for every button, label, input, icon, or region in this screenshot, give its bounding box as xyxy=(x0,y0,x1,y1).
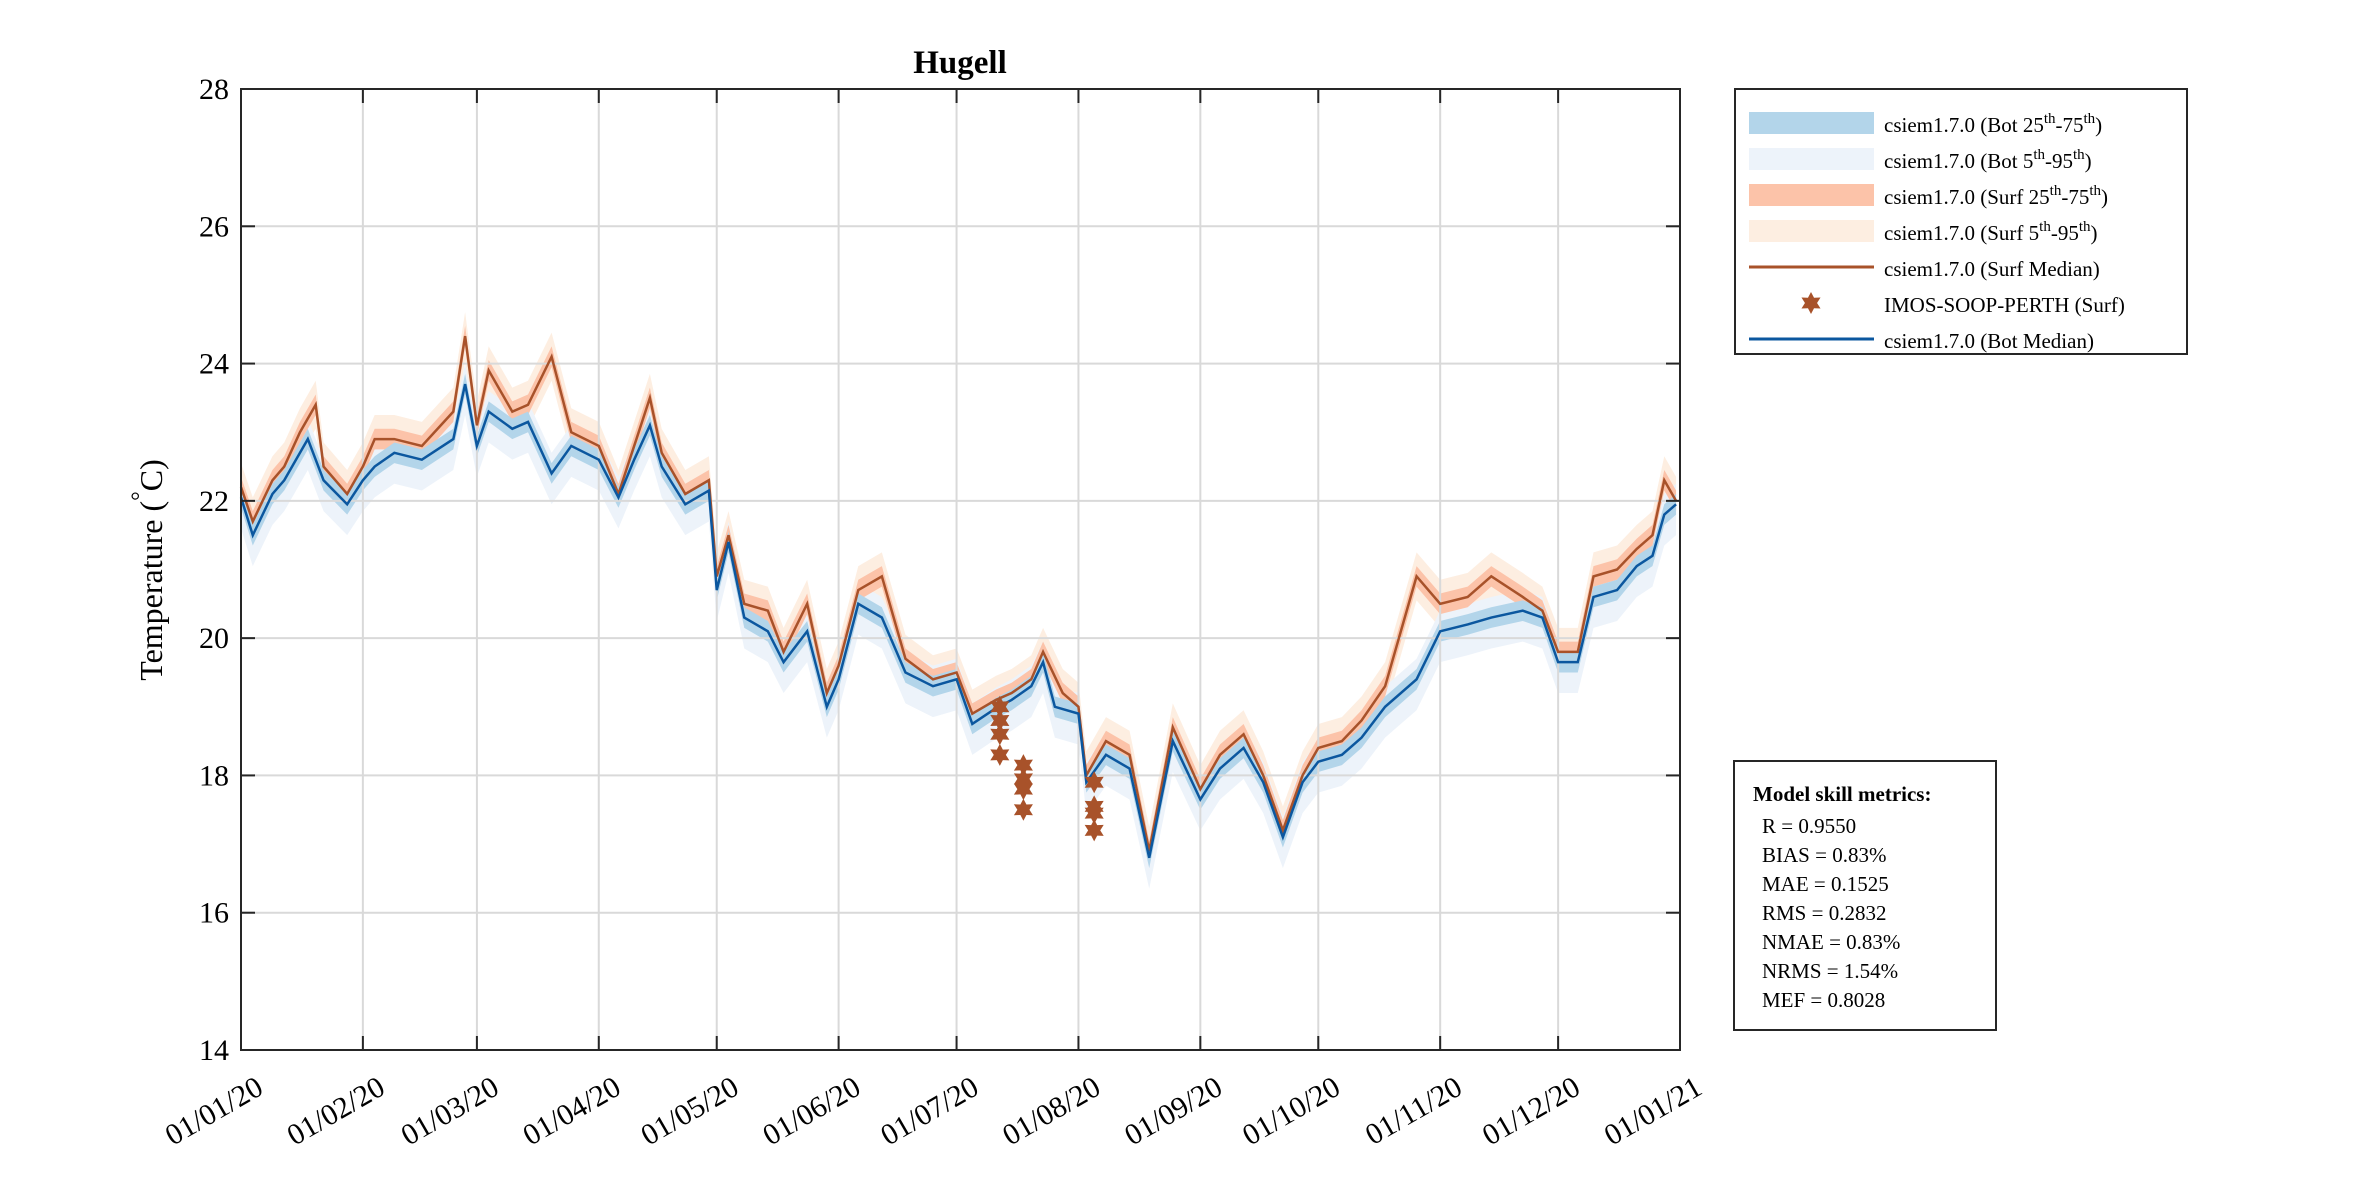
legend-star-icon xyxy=(1801,292,1821,314)
y-axis-label: Temperature (°C) xyxy=(128,459,169,680)
legend-label: csiem1.7.0 (Bot 5th-95th) xyxy=(1884,147,2092,173)
legend-label: csiem1.7.0 (Bot 25th-75th) xyxy=(1884,111,2102,137)
legend-label-part: th xyxy=(2089,183,2101,199)
legend-label-part: 5 xyxy=(2023,149,2034,173)
observation-point xyxy=(990,743,1010,766)
legend-swatch xyxy=(1749,148,1874,170)
x-tick-label: 01/04/20 xyxy=(517,1070,626,1152)
observations xyxy=(990,695,1104,842)
observation-point xyxy=(1084,771,1104,794)
legend-swatch xyxy=(1749,220,1874,242)
grid-lines xyxy=(240,88,1681,1051)
legend-label-part: csiem1.7.0 (Surf Median) xyxy=(1884,257,2100,281)
x-tick-label: 01/08/20 xyxy=(997,1070,1106,1152)
y-tick-label: 24 xyxy=(199,348,229,381)
legend-label: IMOS-SOOP-PERTH (Surf) xyxy=(1884,293,2125,317)
observation-point xyxy=(990,709,1010,732)
legend-label-part: -75 xyxy=(2056,113,2084,137)
metric-line: BIAS = 0.83% xyxy=(1762,843,1886,867)
observation-point xyxy=(1013,778,1033,801)
legend-label-part: -95 xyxy=(2045,149,2073,173)
x-tick-label: 01/01/21 xyxy=(1599,1070,1708,1152)
legend-label-part: th xyxy=(2033,147,2045,163)
metric-line: R = 0.9550 xyxy=(1762,814,1856,838)
observation-point xyxy=(990,723,1010,746)
legend-label-part: th xyxy=(2079,219,2091,235)
legend-swatch xyxy=(1749,112,1874,134)
x-tick-label: 01/01/20 xyxy=(160,1070,269,1152)
x-tick-label: 01/03/20 xyxy=(396,1070,505,1152)
surf-median-line xyxy=(239,335,1678,852)
observation-point xyxy=(1084,802,1104,825)
legend-label-part: 5 xyxy=(2029,221,2040,245)
legend-label-part: th xyxy=(2084,111,2096,127)
metric-line: MAE = 0.1525 xyxy=(1762,872,1889,896)
legend-label-part: -75 xyxy=(2061,185,2089,209)
observation-point xyxy=(1013,798,1033,821)
metric-line: NMAE = 0.83% xyxy=(1762,930,1900,954)
observation-point xyxy=(1013,754,1033,777)
metrics-title: Model skill metrics: xyxy=(1753,782,1931,806)
x-tick-label: 01/09/20 xyxy=(1119,1070,1228,1152)
legend-label-part: th xyxy=(2039,219,2051,235)
metric-line: MEF = 0.8028 xyxy=(1762,988,1885,1012)
x-tick-label: 01/12/20 xyxy=(1477,1070,1586,1152)
legend-label-part: IMOS-SOOP-PERTH (Surf) xyxy=(1884,293,2125,317)
metric-line: RMS = 0.2832 xyxy=(1762,901,1886,925)
y-tick-label: 16 xyxy=(199,897,229,930)
median-lines xyxy=(239,335,1678,859)
legend-label-part: csiem1.7.0 (Bot xyxy=(1884,113,2023,137)
legend-label: csiem1.7.0 (Surf 5th-95th) xyxy=(1884,219,2098,245)
legend-label-part: csiem1.7.0 (Bot xyxy=(1884,149,2023,173)
y-tick-label: 18 xyxy=(199,759,229,792)
y-tick-label: 26 xyxy=(199,210,229,243)
y-tick-label: 20 xyxy=(199,622,229,655)
y-axis: 14 16 18 20 22 24 26 28 xyxy=(199,73,1680,1067)
legend-label-part: -95 xyxy=(2051,221,2079,245)
metrics-box: Model skill metrics: R = 0.9550 BIAS = 0.… xyxy=(1733,760,1997,1031)
legend-label-part: th xyxy=(2044,111,2056,127)
chart-title: Hugell xyxy=(913,45,1007,81)
y-tick-label: 14 xyxy=(199,1034,229,1067)
plot-axes-box xyxy=(240,88,1681,1051)
legend-label-part: th xyxy=(2073,147,2085,163)
legend-label-part: 25 xyxy=(2029,185,2050,209)
x-tick-label: 01/07/20 xyxy=(875,1070,984,1152)
y-tick-label: 22 xyxy=(199,485,229,518)
legend-label-part: th xyxy=(2050,183,2062,199)
legend-label: csiem1.7.0 (Surf 25th-75th) xyxy=(1884,183,2108,209)
legend-label-part: csiem1.7.0 (Bot Median) xyxy=(1884,329,2094,353)
legend-label: csiem1.7.0 (Bot Median) xyxy=(1884,329,2094,353)
x-tick-label: 01/05/20 xyxy=(635,1070,744,1152)
legend: csiem1.7.0 (Bot 25th-75th)csiem1.7.0 (Bo… xyxy=(1734,88,2188,355)
legend-label: csiem1.7.0 (Surf Median) xyxy=(1884,257,2100,281)
legend-swatch xyxy=(1749,184,1874,206)
metric-line: NRMS = 1.54% xyxy=(1762,959,1898,983)
x-tick-label: 01/06/20 xyxy=(757,1070,866,1152)
x-tick-label: 01/10/20 xyxy=(1237,1070,1346,1152)
legend-label-part: csiem1.7.0 (Surf xyxy=(1884,185,2029,209)
x-tick-label: 01/02/20 xyxy=(282,1070,391,1152)
bot-median-line xyxy=(239,383,1677,859)
legend-label-part: csiem1.7.0 (Surf xyxy=(1884,221,2029,245)
legend-label-part: 25 xyxy=(2023,113,2044,137)
observation-point xyxy=(1084,819,1104,842)
observation-point xyxy=(990,695,1010,718)
x-tick-label: 01/11/20 xyxy=(1360,1070,1468,1151)
y-tick-label: 28 xyxy=(199,73,229,106)
